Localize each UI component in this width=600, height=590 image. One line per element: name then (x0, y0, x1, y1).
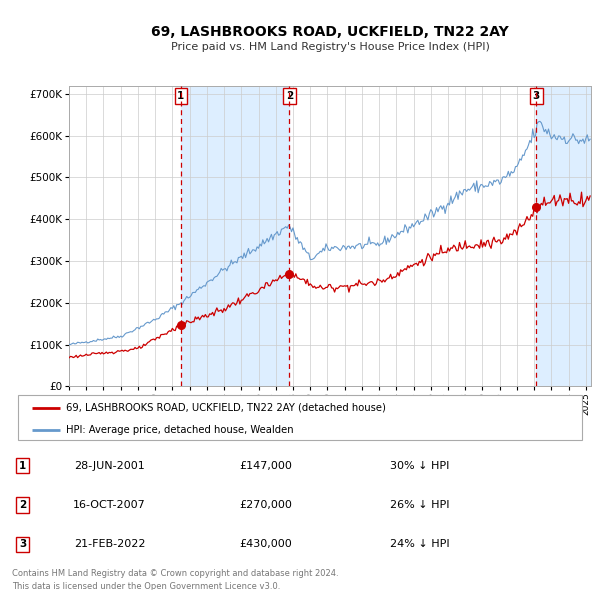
Text: 28-JUN-2001: 28-JUN-2001 (74, 461, 145, 471)
Text: 24% ↓ HPI: 24% ↓ HPI (390, 539, 449, 549)
Text: 69, LASHBROOKS ROAD, UCKFIELD, TN22 2AY: 69, LASHBROOKS ROAD, UCKFIELD, TN22 2AY (151, 25, 509, 40)
FancyBboxPatch shape (18, 395, 582, 440)
Text: 3: 3 (19, 539, 26, 549)
Text: Contains HM Land Registry data © Crown copyright and database right 2024.: Contains HM Land Registry data © Crown c… (12, 569, 338, 578)
Text: 1: 1 (177, 91, 184, 101)
Text: £270,000: £270,000 (239, 500, 292, 510)
Text: £147,000: £147,000 (239, 461, 292, 471)
Bar (181, 86, 289, 386)
Text: 2: 2 (19, 500, 26, 510)
Text: This data is licensed under the Open Government Licence v3.0.: This data is licensed under the Open Gov… (12, 582, 280, 590)
Text: 16-OCT-2007: 16-OCT-2007 (73, 500, 146, 510)
Text: 69, LASHBROOKS ROAD, UCKFIELD, TN22 2AY (detached house): 69, LASHBROOKS ROAD, UCKFIELD, TN22 2AY … (66, 403, 386, 412)
Text: 1: 1 (19, 461, 26, 471)
Text: 21-FEB-2022: 21-FEB-2022 (74, 539, 145, 549)
Text: 30% ↓ HPI: 30% ↓ HPI (390, 461, 449, 471)
Text: 26% ↓ HPI: 26% ↓ HPI (390, 500, 449, 510)
Text: Price paid vs. HM Land Registry's House Price Index (HPI): Price paid vs. HM Land Registry's House … (170, 42, 490, 51)
Bar (536, 86, 591, 386)
Text: 2: 2 (286, 91, 293, 101)
Text: HPI: Average price, detached house, Wealden: HPI: Average price, detached house, Weal… (66, 425, 293, 435)
Text: 3: 3 (533, 91, 540, 101)
Text: £430,000: £430,000 (239, 539, 292, 549)
